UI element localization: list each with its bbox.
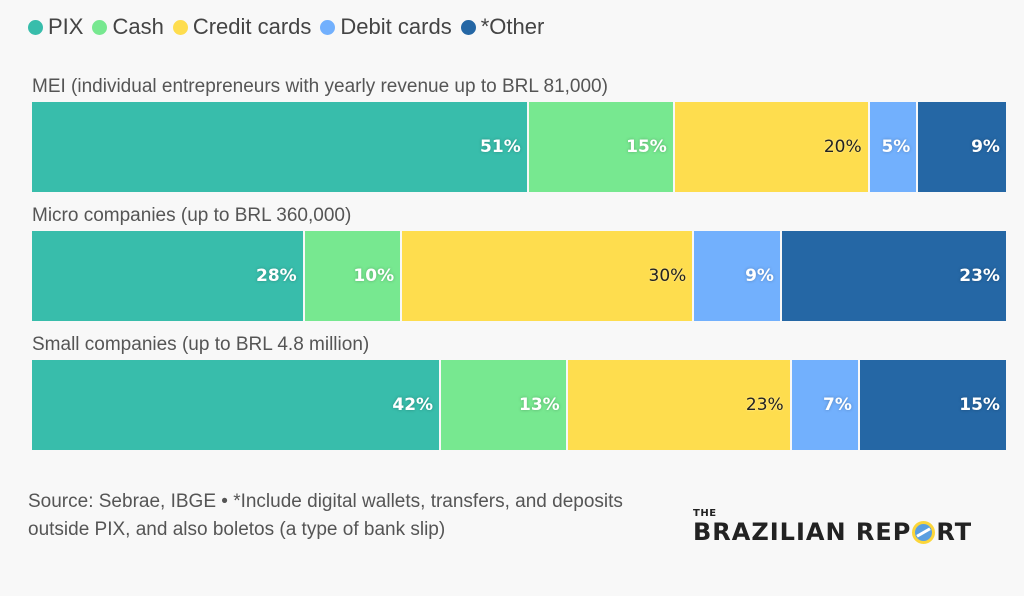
legend-label: PIX	[48, 14, 84, 39]
segment-other: 23%	[781, 231, 1006, 321]
segment-credit-cards: 30%	[402, 231, 695, 321]
legend-label: Debit cards	[340, 14, 452, 39]
segment-debit-cards: 5%	[869, 102, 919, 192]
logo-text-post: RT	[936, 518, 973, 546]
legend: PIX Cash Credit cards Debit cards *Other	[28, 12, 553, 42]
brazil-globe-icon	[912, 520, 936, 544]
legend-dot-debit-cards	[320, 19, 336, 35]
row-title-micro: Micro companies (up to BRL 360,000)	[32, 205, 352, 226]
bar-micro: 28% 10% 30% 9% 23%	[32, 231, 1006, 321]
logo-the: THE	[693, 508, 717, 519]
segment-debit-cards: 9%	[694, 231, 782, 321]
row-title-mei: MEI (individual entrepreneurs with yearl…	[32, 76, 608, 97]
legend-label: *Other	[480, 14, 545, 39]
legend-item-pix: PIX	[28, 14, 83, 40]
legend-label: Cash	[112, 14, 164, 39]
logo-text-pre: BRAZILIAN REP	[693, 518, 912, 546]
bar-mei: 51% 15% 20% 5% 9%	[32, 102, 1006, 192]
segment-pix: 42%	[32, 360, 442, 450]
segment-credit-cards: 23%	[567, 360, 792, 450]
segment-cash: 10%	[304, 231, 403, 321]
segment-credit-cards: 20%	[674, 102, 870, 192]
legend-label: Credit cards	[192, 14, 312, 39]
source-note: Source: Sebrae, IBGE • *Include digital …	[28, 491, 623, 540]
segment-cash: 13%	[441, 360, 568, 450]
logo-main: BRAZILIAN REP RT	[693, 519, 972, 545]
segment-debit-cards: 7%	[791, 360, 860, 450]
segment-pix: 28%	[32, 231, 305, 321]
row-title-small: Small companies (up to BRL 4.8 million)	[32, 334, 370, 355]
segment-other: 15%	[859, 360, 1006, 450]
legend-dot-credit-cards	[172, 19, 188, 35]
legend-item-other: *Other	[460, 14, 545, 40]
legend-item-credit-cards: Credit cards	[172, 14, 312, 40]
segment-cash: 15%	[528, 102, 675, 192]
legend-dot-pix	[28, 19, 43, 35]
bar-small: 42% 13% 23% 7% 15%	[32, 360, 1006, 450]
brand-logo: THE BRAZILIAN REP RT	[693, 508, 972, 546]
legend-dot-cash	[92, 19, 108, 35]
legend-item-cash: Cash	[92, 14, 164, 40]
segment-pix: 51%	[32, 102, 529, 192]
legend-dot-other	[460, 19, 476, 35]
segment-other: 9%	[918, 102, 1006, 192]
legend-item-debit-cards: Debit cards	[320, 14, 452, 40]
